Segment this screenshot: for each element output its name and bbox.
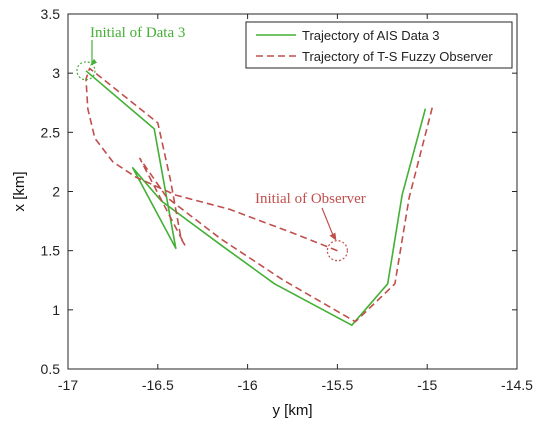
- y-tick-label: 1: [52, 302, 60, 318]
- axis-ticks: -17 -16.5 -16 -15.5 -15 -14.5 0.5 1 1.5 2 2.5 3 3.5: [41, 6, 534, 393]
- legend-box: [245, 21, 513, 69]
- y-tick-label: 2.5: [41, 124, 61, 140]
- x-tick-label: -16.5: [142, 377, 174, 393]
- legend-label-observer: Trajectory of T-S Fuzzy Observer: [302, 49, 493, 64]
- y-axis-label: x [km]: [11, 172, 28, 212]
- observer-annotation: Initial of Observer: [255, 191, 366, 207]
- x-tick-label: -15: [417, 377, 437, 393]
- y-tick-label: 2: [52, 184, 60, 200]
- y-tick-label: 1.5: [41, 243, 61, 259]
- observer-arrow-line: [321, 207, 335, 239]
- observer-arrow-head: [329, 232, 337, 241]
- x-tick-label: -14.5: [501, 377, 533, 393]
- ais-trajectory-line: [85, 70, 427, 326]
- y-tick-label: 0.5: [41, 361, 61, 377]
- observer-trajectory-line: [85, 67, 434, 323]
- x-tick-label: -17: [58, 377, 78, 393]
- data3-arrow-head: [89, 58, 97, 66]
- x-tick-label: -16: [237, 377, 257, 393]
- y-tick-label: 3.5: [41, 6, 61, 22]
- data3-annotation: Initial of Data 3: [90, 25, 185, 41]
- x-axis-label: y [km]: [273, 402, 313, 419]
- x-tick-label: -15.5: [321, 377, 353, 393]
- legend-label-ais: Trajectory of AIS Data 3: [302, 28, 440, 43]
- legend: Trajectory of AIS Data 3 Trajectory of T-…: [245, 21, 513, 69]
- annotations: Initial of Data 3 Initial of Observer: [76, 25, 366, 262]
- series-layer: [85, 67, 434, 326]
- data3-start-circle: [76, 61, 96, 81]
- y-tick-label: 3: [52, 65, 60, 81]
